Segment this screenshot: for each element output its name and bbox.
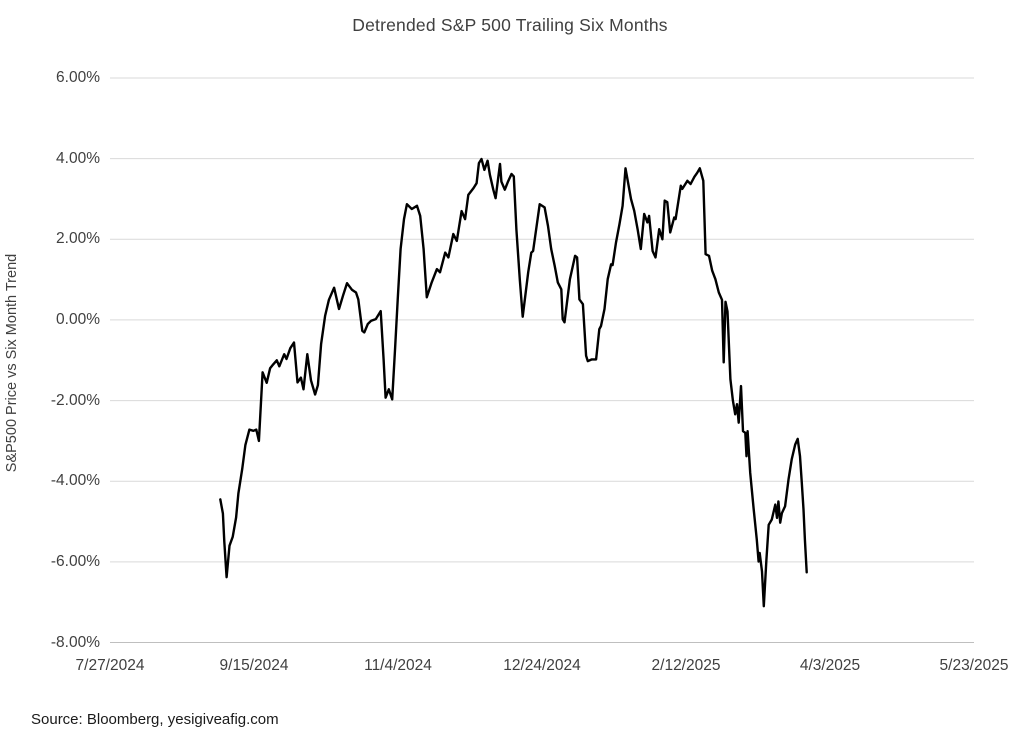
x-tick-label: 9/15/2024 [219, 657, 289, 674]
y-tick-label: -2.00% [50, 391, 100, 409]
y-tick-label: 0.00% [56, 310, 100, 328]
y-tick-label: -8.00% [50, 633, 100, 651]
y-tick-label: 6.00% [56, 69, 100, 86]
x-tick-label: 5/23/2025 [939, 657, 1009, 674]
source-note: Source: Bloomberg, yesigiveafig.com [31, 711, 279, 728]
y-tick-label: -6.00% [50, 552, 100, 570]
y-tick-label: 4.00% [56, 149, 100, 167]
x-tick-label: 11/4/2024 [364, 657, 432, 674]
chart-title: Detrended S&P 500 Trailing Six Months [352, 15, 668, 35]
x-tick-label: 4/3/2025 [799, 657, 861, 674]
data-line [219, 157, 808, 608]
x-tick-label: 12/24/2024 [503, 657, 581, 674]
x-tick-label: 7/27/2024 [75, 657, 145, 674]
y-tick-label: -4.00% [50, 472, 100, 490]
x-tick-label: 2/12/2025 [651, 657, 721, 674]
y-tick-label: 2.00% [56, 230, 100, 248]
